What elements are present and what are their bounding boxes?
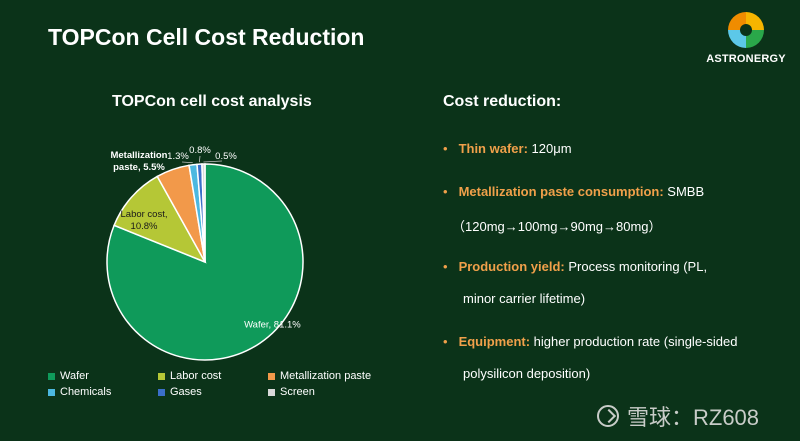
bullet-text: SMBB — [663, 184, 705, 199]
bullet-key: Equipment: — [458, 334, 531, 349]
pie-slice-screen — [201, 163, 206, 263]
data-label-labor-cost: Labor cost, 10.8% — [121, 209, 168, 232]
data-label-chemicals: 1.3% — [167, 151, 189, 162]
watermark-text: 雪球：RZ608 — [627, 405, 760, 430]
legend-item-chemicals: Chemicals — [48, 386, 111, 398]
leader-line-screen — [203, 160, 223, 163]
legend-label: Screen — [280, 386, 315, 398]
legend-label: Wafer — [60, 370, 89, 382]
legend-swatch-metallization-paste — [268, 372, 275, 380]
bullet-dot: • — [443, 334, 448, 349]
xueqiu-logo-icon — [597, 405, 619, 427]
legend-swatch-screen — [268, 388, 275, 396]
legend-item-screen: Screen — [268, 386, 315, 398]
leader-line-chemicals — [181, 161, 193, 164]
chart-legend: Wafer Labor cost Metallization paste Che… — [48, 370, 388, 404]
data-label-wafer: Wafer, 81.1% — [244, 320, 301, 331]
legend-label: Metallization paste — [280, 370, 372, 382]
chart-title: TOPCon cell cost analysis — [112, 93, 312, 110]
watermark: 雪球：RZ608 — [597, 400, 759, 432]
legend-label: Chemicals — [60, 386, 112, 398]
bullet-text: Process monitoring (PL, — [564, 259, 708, 274]
bullet-equipment: • Equipment: higher production rate (sing… — [443, 334, 737, 349]
bullet-metallization-paste: • Metallization paste consumption: SMBB — [443, 184, 704, 199]
legend-label: Labor cost — [170, 370, 222, 382]
data-label-metallization-paste: Metallization paste, 5.5% — [110, 150, 167, 173]
bullet-continuation: （120mg→100mg→90mg→80mg） — [452, 219, 662, 234]
bullet-key: Thin wafer: — [458, 141, 528, 156]
bullet-key: Metallization paste consumption: — [458, 184, 664, 199]
pie-chart: Wafer, 81.1% Labor cost, 10.8% Metallizatio… — [106, 145, 304, 361]
legend-item-metallization-paste: Metallization paste — [268, 370, 371, 382]
legend-item-gases: Gases — [158, 386, 202, 398]
logo-mark-icon — [728, 12, 764, 48]
bullet-dot: • — [443, 184, 448, 199]
bullet-dot: • — [443, 141, 448, 156]
legend-label: Gases — [170, 386, 202, 398]
legend-swatch-wafer — [48, 372, 55, 380]
pie-slice-labor-cost — [113, 175, 207, 264]
legend-item-labor-cost: Labor cost — [158, 370, 221, 382]
astronergy-logo: ASTRONERGY — [700, 10, 792, 70]
bullet-continuation: polysilicon deposition) — [463, 366, 591, 381]
data-label-screen: 0.5% — [215, 151, 237, 162]
legend-item-wafer: Wafer — [48, 370, 89, 382]
bullet-text: higher production rate (single-sided — [530, 334, 738, 349]
cost-reduction-heading: Cost reduction: — [443, 93, 562, 110]
data-label-gases: 0.8% — [189, 145, 211, 156]
bullet-dot: • — [443, 259, 448, 274]
legend-swatch-labor-cost — [158, 372, 165, 380]
bullet-thin-wafer: • Thin wafer: 120μm — [443, 141, 572, 156]
bullet-text: 120μm — [527, 141, 572, 156]
bullet-key: Production yield: — [458, 259, 565, 274]
legend-swatch-gases — [158, 388, 165, 396]
logo-text: ASTRONERGY — [706, 53, 786, 65]
page-title: TOPCon Cell Cost Reduction — [48, 24, 365, 50]
legend-swatch-chemicals — [48, 388, 55, 396]
bullet-production-yield: • Production yield: Process monitoring (P… — [443, 259, 707, 274]
bullet-continuation: minor carrier lifetime) — [463, 291, 586, 306]
leader-line-gases — [198, 155, 201, 163]
